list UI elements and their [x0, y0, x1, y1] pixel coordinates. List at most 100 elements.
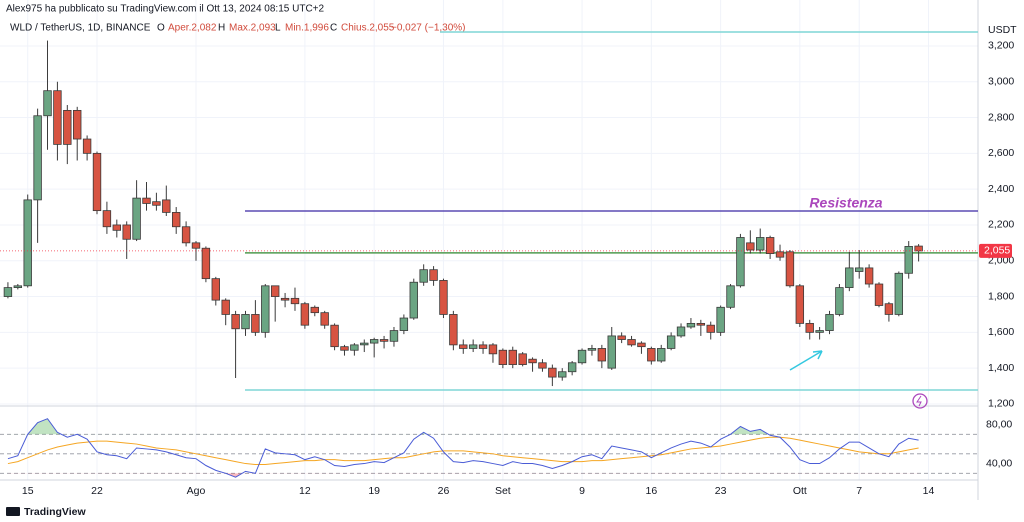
- candle-body: [775, 251, 785, 258]
- candle-body: [122, 224, 131, 240]
- candle-body: [845, 267, 854, 288]
- candle-body: [894, 272, 904, 315]
- candle-body: [360, 342, 369, 346]
- candle-body: [241, 314, 250, 330]
- ohlc-close: Chius.2,055: [341, 23, 395, 34]
- candle-body: [399, 317, 409, 331]
- ohlc-high: Max.2,093: [229, 23, 276, 34]
- candle-body: [201, 247, 211, 280]
- candle-body: [102, 210, 112, 228]
- candle-body: [567, 362, 577, 373]
- candle-body: [409, 281, 418, 319]
- candle-body: [13, 285, 23, 288]
- candle-body: [716, 306, 725, 333]
- last-price-tag: [979, 243, 1012, 258]
- alert-icon-bolt: [916, 395, 922, 407]
- candle-body: [666, 335, 676, 349]
- candle-body: [43, 90, 52, 117]
- y-tick-label: 2,800: [988, 111, 1014, 123]
- candle-body: [627, 339, 636, 346]
- candle-body: [765, 237, 775, 254]
- candle-body: [676, 326, 686, 337]
- y-tick-label: 1,200: [988, 398, 1014, 410]
- arrow: [789, 350, 823, 371]
- candle-body: [270, 285, 280, 297]
- x-tick-label: 9: [579, 485, 585, 497]
- candle-body: [92, 152, 102, 212]
- candle-body: [132, 197, 141, 240]
- candle-body: [647, 348, 656, 362]
- candle-body: [23, 199, 32, 287]
- x-tick-label: 26: [438, 485, 450, 497]
- candle-body: [290, 297, 300, 305]
- x-tick-label: 16: [645, 485, 657, 497]
- alert-icon[interactable]: [912, 393, 928, 409]
- candle-body: [498, 349, 508, 365]
- candle-body: [221, 299, 230, 315]
- candle-body: [795, 285, 805, 324]
- candle-body: [528, 358, 537, 364]
- grid: [0, 0, 978, 480]
- publisher: Alex975 ha pubblicato su TradingView.com…: [6, 4, 325, 15]
- candle-body: [171, 212, 181, 228]
- x-tick-label: Set: [495, 485, 511, 497]
- candle-body: [3, 287, 13, 297]
- arrow-head: [812, 350, 823, 360]
- candle-body: [855, 267, 864, 272]
- x-tick-label: 19: [368, 485, 380, 497]
- y-tick-label: 40,00: [986, 457, 1012, 469]
- candle-body: [558, 371, 567, 378]
- ohlc-c: C: [330, 23, 337, 34]
- y-tick-label: 3,200: [988, 40, 1014, 52]
- candle-body: [280, 297, 290, 301]
- candle-body: [736, 237, 745, 287]
- ohlc-l: L: [275, 23, 281, 34]
- ohlc-o: O: [157, 23, 165, 34]
- candle-body: [577, 349, 587, 364]
- candle-body: [686, 322, 696, 328]
- axis-unit: USDT: [988, 24, 1017, 36]
- candle-body: [785, 251, 795, 287]
- x-tick-label: 12: [299, 485, 311, 497]
- candle-body: [805, 322, 814, 333]
- candle-body: [508, 349, 517, 365]
- y-tick-label: 1,400: [988, 362, 1014, 374]
- y-tick-label: 2,600: [988, 147, 1014, 159]
- candle-body: [419, 269, 428, 283]
- candle-body: [864, 267, 874, 285]
- candle-body: [211, 278, 220, 301]
- series-line: [7, 418, 919, 478]
- y-tick-label: 2,400: [988, 183, 1014, 195]
- candle-body: [350, 344, 359, 351]
- y-tick-label: 80,00: [986, 418, 1012, 430]
- candle-body: [706, 324, 715, 333]
- x-tick-label: Ott: [793, 485, 807, 497]
- candle-body: [369, 339, 379, 344]
- candle-body: [449, 314, 458, 346]
- ohlc-change: −0,027 (−1,30%): [391, 23, 466, 34]
- candle-body: [548, 367, 557, 378]
- candle-body: [330, 324, 339, 348]
- candle-body: [518, 353, 527, 365]
- brand: TradingView: [24, 506, 86, 518]
- candle-body: [251, 314, 260, 333]
- candle-body: [488, 344, 498, 355]
- candle-body: [429, 269, 438, 281]
- ohlc-low: Min.1,996: [285, 23, 329, 34]
- candle-body: [874, 283, 884, 306]
- x-tick-label: 7: [856, 485, 862, 497]
- logo: [6, 507, 20, 516]
- candle-body: [379, 339, 389, 342]
- x-tick-label: 15: [22, 485, 34, 497]
- candle-body: [181, 226, 191, 244]
- annotation: Resistenza: [809, 195, 882, 211]
- candle-body: [587, 348, 597, 351]
- candle-body: [657, 348, 666, 362]
- candle-body: [340, 346, 349, 351]
- candle-body: [538, 362, 547, 369]
- candle-body: [389, 330, 399, 342]
- y-tick-label: 1,800: [988, 290, 1014, 302]
- candle-body: [617, 335, 626, 340]
- candle-body: [82, 138, 92, 154]
